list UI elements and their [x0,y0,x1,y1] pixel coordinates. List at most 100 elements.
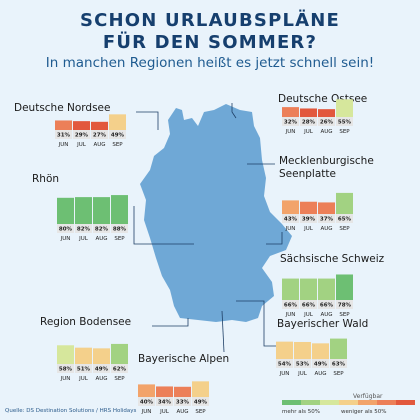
legend-swatch [282,400,301,405]
x-tick-label: JUN [58,142,69,148]
value-label: 55% [338,120,352,126]
value-label-bg [336,300,353,309]
bar [330,338,347,360]
value-label: 62% [113,367,127,373]
value-label-bg [318,117,335,126]
x-tick-label: JUL [159,409,170,415]
bar [300,201,317,215]
legend-title: Verfügbar [353,393,383,400]
bar [336,99,353,118]
value-label-bg [73,130,90,139]
x-tick-label: JUN [285,312,296,318]
region-name: Sächsische Schweiz [280,253,385,265]
region-name: Deutsche Ostsee [278,93,367,105]
value-label-bg [111,224,128,233]
value-label-bg [93,364,110,373]
region-name: Bayerische Alpen [138,353,229,365]
value-label-bg [57,364,74,373]
bar [282,107,299,118]
bar [336,192,353,215]
value-label: 58% [59,367,73,373]
value-label: 66% [284,303,298,309]
bar [282,200,299,215]
value-label-bg [300,214,317,223]
value-label-bg [91,130,108,139]
x-tick-label: JUL [303,129,314,135]
x-tick-label: JUN [285,226,296,232]
value-label: 31% [57,133,71,139]
x-tick-label: SEP [339,226,350,232]
x-tick-label: SEP [339,312,350,318]
region-chart: Sächsische Schweiz 66% JUN 66% JUL 66% AUG 78% S… [280,253,385,318]
bar [294,341,311,360]
value-label: 51% [77,367,91,373]
x-tick-label: JUL [76,142,87,148]
x-tick-label: AUG [314,371,326,377]
legend-swatch [320,400,339,405]
value-label-bg [55,130,72,139]
region-chart: Rhön 80% JUN 82% JUL 82% AUG 88% SEP [32,173,128,242]
bar [73,121,90,131]
value-label-bg [111,364,128,373]
bar [318,278,335,301]
value-label-bg [282,214,299,223]
bar [75,347,92,365]
region-name: Mecklenburgische [279,155,374,167]
value-label-bg [300,300,317,309]
region-name: Bayerischer Wald [277,318,368,330]
region-chart: Deutsche Nordsee 31% JUN 29% JUL 27% AUG 49% SEP [14,102,126,148]
value-label-bg [330,359,347,368]
title-line-2: FÜR DEN SOMMER? [102,32,318,53]
value-label-bg [192,397,209,406]
value-label-bg [318,214,335,223]
bar [192,381,209,398]
value-label-bg [156,397,173,406]
value-label-bg [57,224,74,233]
value-label: 49% [194,400,208,406]
value-label: 39% [302,217,316,223]
value-label: 33% [176,400,190,406]
value-label: 66% [320,303,334,309]
x-tick-label: JUL [78,236,89,242]
bar [318,109,335,118]
bar [156,386,173,398]
legend-swatch [377,400,396,405]
value-label: 66% [302,303,316,309]
x-tick-label: JUN [141,409,152,415]
bar [93,348,110,365]
region-name: Deutsche Nordsee [14,102,110,114]
region-name: Region Bodensee [40,316,131,328]
x-tick-label: JUN [60,376,71,382]
bar [57,345,74,365]
bar [57,197,74,225]
x-tick-label: SEP [112,142,123,148]
bar [91,121,108,131]
bar [312,343,329,360]
x-tick-label: SEP [114,236,125,242]
value-label-bg [174,397,191,406]
value-label: 82% [77,227,91,233]
legend-label-less: weniger als 50% [341,409,387,415]
value-label-bg [75,224,92,233]
bar [138,384,155,398]
germany-map [140,104,292,322]
x-tick-label: JUN [285,129,296,135]
x-tick-label: AUG [320,129,332,135]
value-label: 78% [338,303,352,309]
value-label: 53% [296,362,310,368]
value-label: 27% [93,133,107,139]
bar [300,108,317,118]
value-label-bg [75,364,92,373]
bar [276,341,293,360]
legend-swatch [358,400,377,405]
value-label: 40% [140,400,154,406]
x-tick-label: AUG [95,236,107,242]
bar [109,114,126,131]
bar [174,386,191,398]
x-tick-label: AUG [176,409,188,415]
value-label-bg [282,300,299,309]
x-tick-label: JUL [303,312,314,318]
value-label: 49% [314,362,328,368]
